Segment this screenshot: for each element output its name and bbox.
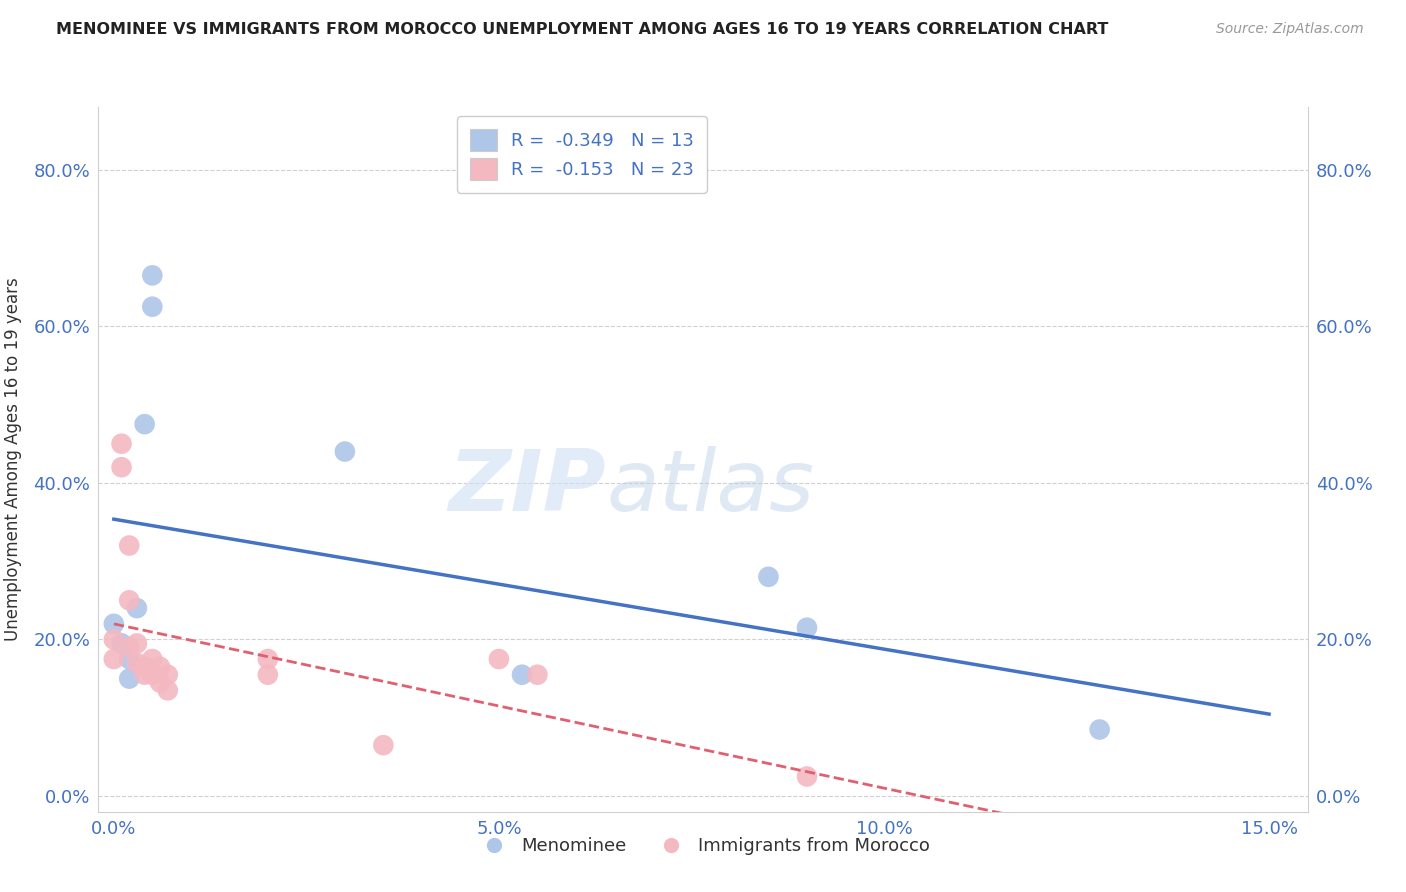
Text: atlas: atlas xyxy=(606,446,814,529)
Point xyxy=(110,436,132,450)
Point xyxy=(141,300,163,314)
Point xyxy=(156,667,179,681)
Point xyxy=(526,667,548,681)
Point xyxy=(141,652,163,666)
Text: ZIP: ZIP xyxy=(449,446,606,529)
Point xyxy=(141,667,163,681)
Point xyxy=(257,652,280,666)
Legend: Menominee, Immigrants from Morocco: Menominee, Immigrants from Morocco xyxy=(468,830,938,863)
Point xyxy=(796,621,818,635)
Point xyxy=(125,601,148,615)
Point xyxy=(156,683,179,698)
Point xyxy=(110,460,132,475)
Point xyxy=(118,593,141,607)
Point xyxy=(1088,723,1111,737)
Point xyxy=(134,667,156,681)
Point xyxy=(488,652,510,666)
Point xyxy=(103,616,125,631)
Point xyxy=(125,656,148,670)
Point xyxy=(149,660,172,674)
Point xyxy=(257,667,280,681)
Text: Source: ZipAtlas.com: Source: ZipAtlas.com xyxy=(1216,22,1364,37)
Point xyxy=(134,660,156,674)
Point xyxy=(373,738,395,752)
Point xyxy=(758,570,780,584)
Point xyxy=(510,667,533,681)
Point xyxy=(134,417,156,431)
Point xyxy=(149,675,172,690)
Point xyxy=(110,636,132,650)
Point xyxy=(125,636,148,650)
Point xyxy=(796,769,818,784)
Point xyxy=(333,444,356,458)
Point xyxy=(118,640,141,655)
Point xyxy=(118,539,141,553)
Text: MENOMINEE VS IMMIGRANTS FROM MOROCCO UNEMPLOYMENT AMONG AGES 16 TO 19 YEARS CORR: MENOMINEE VS IMMIGRANTS FROM MOROCCO UNE… xyxy=(56,22,1108,37)
Y-axis label: Unemployment Among Ages 16 to 19 years: Unemployment Among Ages 16 to 19 years xyxy=(4,277,22,641)
Point xyxy=(118,672,141,686)
Point xyxy=(118,652,141,666)
Point xyxy=(103,632,125,647)
Point xyxy=(141,268,163,283)
Point xyxy=(103,652,125,666)
